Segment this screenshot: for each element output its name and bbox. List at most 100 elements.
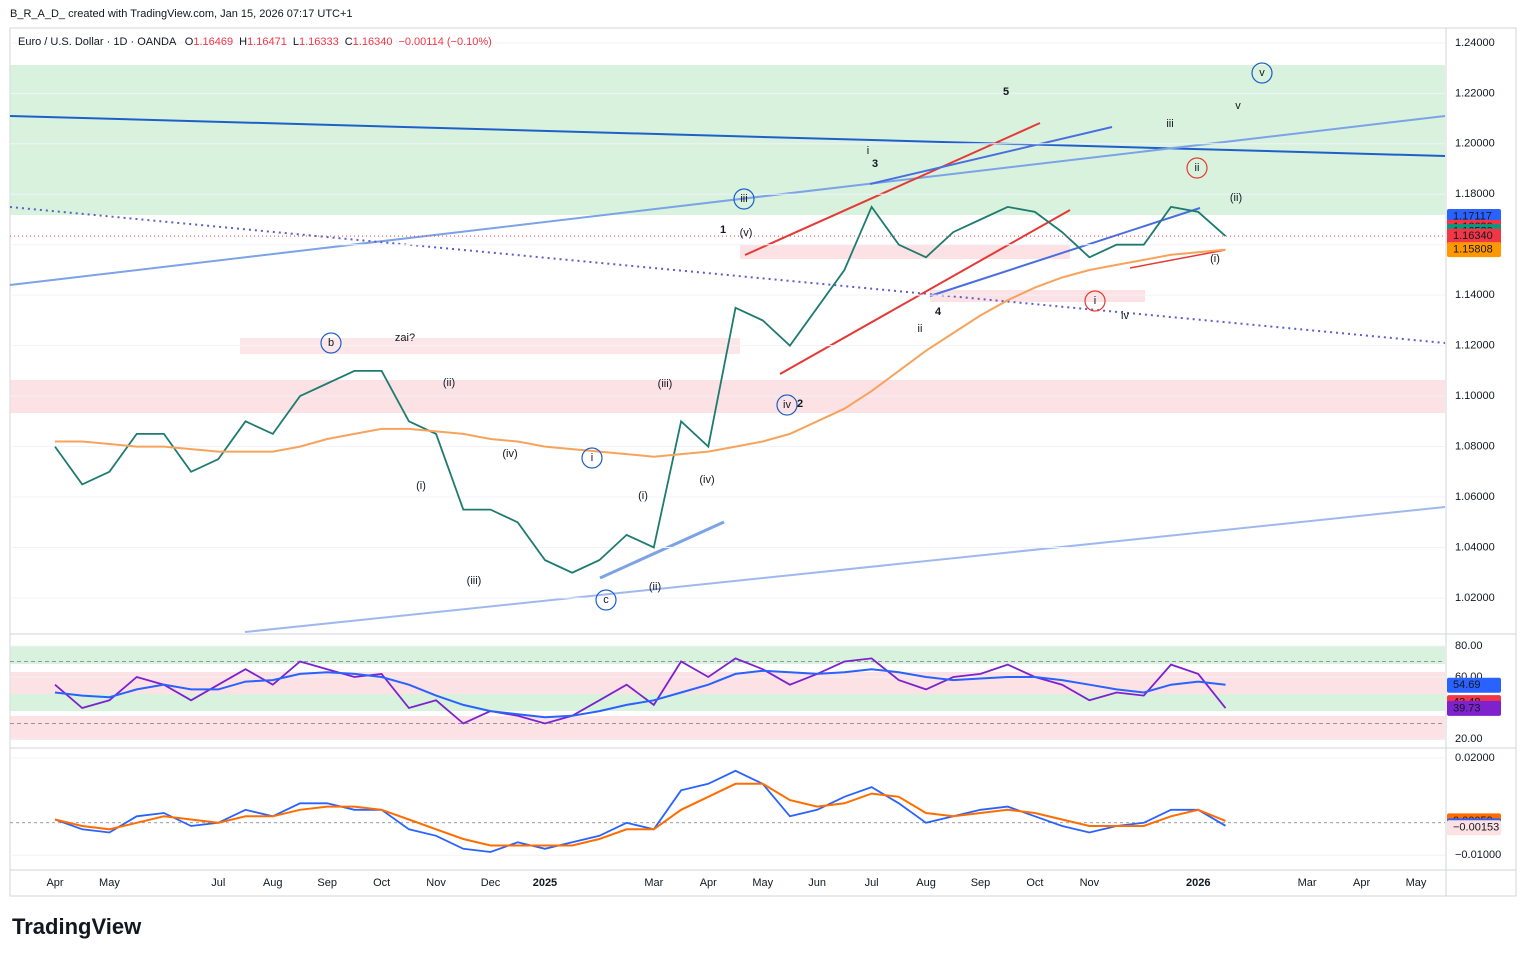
plot: Apr May Jul Aug Sep Oct Nov Dec 2025 Mar Apr May Jun… (10, 37, 1501, 889)
trend-lines (9, 115, 1446, 633)
price-tag-label: −0.00153 (1453, 822, 1499, 834)
y-tick-label: 1.08000 (1455, 440, 1495, 452)
ohlc-key: C (345, 36, 353, 48)
wave-label: ii (918, 323, 923, 335)
series-line (54, 657, 1227, 725)
ohlc-value: 1.16340 (353, 36, 393, 48)
x-tick-label: Mar (1298, 877, 1317, 889)
wave-label: iv (783, 399, 791, 411)
wave-circle (733, 188, 755, 210)
wave-circle (1084, 290, 1106, 312)
price-tag (1447, 242, 1501, 258)
y-tick-label: 80.00 (1455, 640, 1483, 652)
y-tick-label: 1.24000 (1455, 37, 1495, 49)
change: −0.00114 (−0.10%) (398, 36, 491, 48)
brand: TradingView (12, 914, 142, 939)
x-tick-label: May (752, 877, 773, 889)
x-tick-label: Jun (808, 877, 826, 889)
symbol-header: Euro / U.S. Dollar · 1D · OANDA O1.16469… (18, 36, 492, 48)
x-tick-label: Aug (916, 877, 936, 889)
y-tick-label: 1.12000 (1455, 340, 1495, 352)
trend-line (9, 206, 1446, 344)
ohlc-key: O (185, 36, 194, 48)
y-tick-label: 1.22000 (1455, 87, 1495, 99)
x-tick-label: Jul (865, 877, 879, 889)
wave-label: (i) (638, 490, 648, 502)
x-tick-label: Mar (644, 877, 663, 889)
price-tag-label: 54.69 (1453, 679, 1481, 691)
wave-label: i (1094, 295, 1096, 307)
wave-label: b (328, 337, 334, 349)
wave-label: 1 (720, 224, 726, 236)
x-tick-label: Apr (700, 877, 717, 889)
trend-line (244, 506, 1446, 633)
x-tick-label: Nov (426, 877, 446, 889)
trend-line (9, 115, 1446, 157)
x-tick-label: Oct (373, 877, 390, 889)
wave-label: ii (1195, 162, 1200, 174)
wave-label: (i) (1210, 253, 1220, 265)
wave-label: 5 (1003, 86, 1009, 98)
wave-label: i (591, 452, 593, 464)
wave-label: iii (1166, 118, 1173, 130)
wave-label: (ii) (443, 377, 455, 389)
y-tick-label: 1.10000 (1455, 390, 1495, 402)
wave-label: v (1259, 67, 1265, 79)
series-line (54, 769, 1226, 853)
series-line (55, 248, 1226, 458)
x-tick-label: Nov (1080, 877, 1100, 889)
ohlc-key: H (239, 36, 247, 48)
wave-circle (776, 394, 798, 416)
x-tick-label: Aug (263, 877, 283, 889)
wave-label: iii (740, 193, 747, 205)
price-tag (1447, 820, 1501, 836)
series-line (54, 782, 1226, 847)
support-zone (930, 290, 1145, 302)
wave-label: (ii) (649, 581, 661, 593)
y-tick-label: 1.06000 (1455, 491, 1495, 503)
wave-label: 4 (935, 306, 942, 318)
y-tick-label: 1.02000 (1455, 592, 1495, 604)
price-tag-label: 1.16340 (1453, 230, 1493, 242)
x-tick-label: 2025 (533, 877, 557, 889)
symbol: Euro / U.S. Dollar · 1D · OANDA (18, 36, 177, 48)
support-zone (740, 245, 1070, 259)
chart-frame (9, 27, 1517, 897)
x-tick-label: Sep (971, 877, 991, 889)
wave-label: 2 (797, 398, 803, 410)
y-tick-label: 1.14000 (1455, 289, 1495, 301)
resistance-zone (10, 65, 1445, 215)
wave-label: (iii) (658, 378, 673, 390)
x-tick-label: Sep (317, 877, 337, 889)
credit: B_R_A_D_ created with TradingView.com, J… (10, 8, 353, 20)
y-tick-label: 1.18000 (1455, 188, 1495, 200)
ohlc-value: 1.16471 (247, 36, 287, 48)
price-tag (1447, 700, 1501, 716)
wave-label: v (1235, 100, 1241, 112)
rsi-zone (10, 716, 1445, 740)
channel-line (779, 209, 1071, 375)
x-tick-label: Jul (211, 877, 225, 889)
y-tick-label: −0.01000 (1455, 849, 1501, 861)
x-tick-label: Oct (1026, 877, 1043, 889)
wave-label: c (603, 594, 609, 606)
x-tick-label: Apr (46, 877, 63, 889)
y-tick-label: 20.00 (1455, 733, 1483, 745)
trend-line (599, 520, 725, 580)
ohlc-value: 1.16333 (299, 36, 339, 48)
series-line (54, 205, 1227, 574)
rsi-zone (10, 672, 1445, 694)
channel-line (744, 122, 1041, 256)
price-tag (1447, 677, 1501, 693)
y-tick-label: 1.04000 (1455, 541, 1495, 553)
price-tag-label: 39.73 (1453, 702, 1481, 714)
wave-label: zai? (395, 332, 415, 344)
x-tick-label: May (99, 877, 120, 889)
wave-circle (320, 332, 342, 354)
price-tag-label: 1.15808 (1453, 243, 1493, 255)
ohlc-value: 1.16469 (193, 36, 233, 48)
rsi-zone (10, 646, 1445, 664)
wave-circle (595, 589, 617, 611)
channel-line (869, 126, 1113, 185)
